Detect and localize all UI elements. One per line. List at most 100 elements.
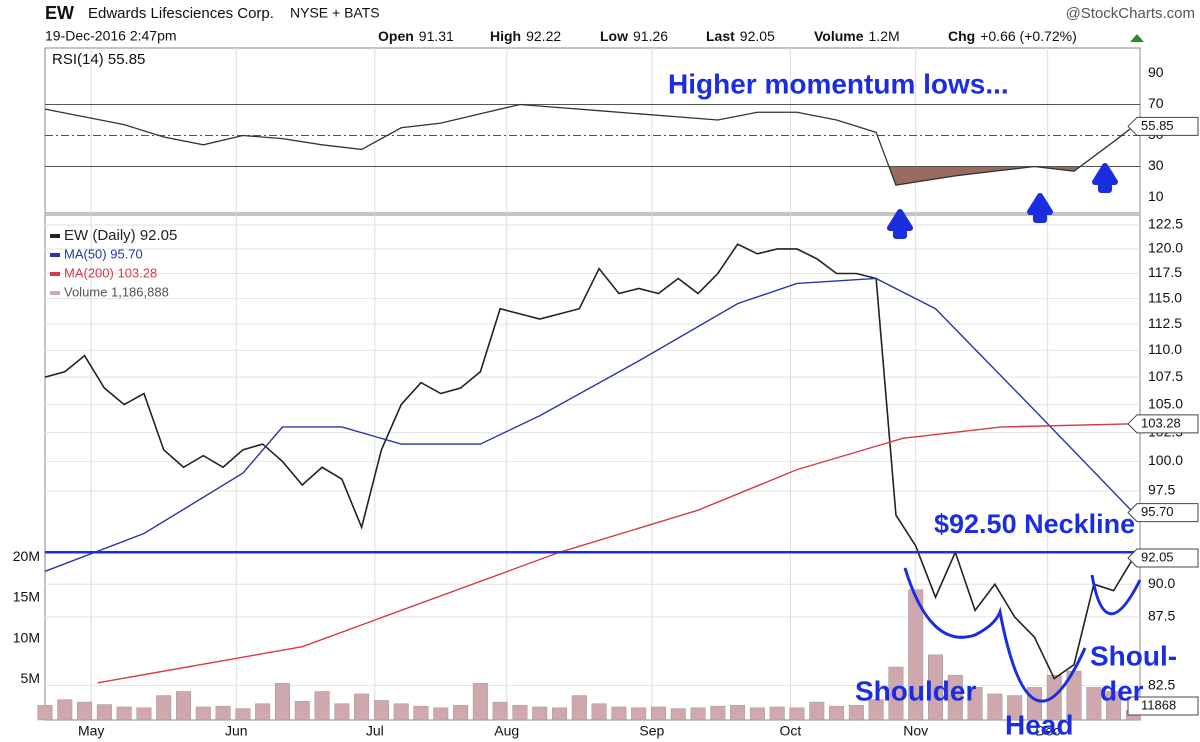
y-tick-label: 115.0 (1148, 289, 1182, 305)
volume-tag: 11868 (1141, 697, 1176, 712)
y2-tick-label: 10M (13, 629, 40, 645)
volume-bar (354, 693, 370, 721)
volume-bar (215, 705, 231, 721)
price-tag-label: 103.28 (1141, 415, 1181, 430)
y-tick-label: 107.5 (1148, 368, 1183, 384)
legend-entry: MA(50) 95.70 (64, 246, 143, 261)
volume-bar (829, 705, 845, 721)
price-tag (1127, 116, 1199, 136)
volume-bar (156, 695, 172, 721)
volume-bar (255, 703, 271, 721)
price-tag (1127, 548, 1199, 568)
pattern-curves (903, 567, 1142, 703)
volume-bar (96, 704, 112, 721)
volume-bar (947, 674, 963, 721)
volume-bar (57, 699, 73, 721)
volume-bar (314, 691, 330, 721)
up-marker (1130, 34, 1144, 42)
company-name: Edwards Lifesciences Corp. (88, 5, 274, 22)
volume-bar (373, 700, 389, 721)
y-tick-label: 105.0 (1148, 395, 1183, 411)
legend-entry: MA(200) 103.28 (64, 265, 157, 280)
volume-bar (433, 707, 449, 721)
volume-bar (650, 706, 666, 721)
y-tick-label: 110.0 (1148, 341, 1182, 357)
volume-bar (512, 705, 528, 721)
y-tick-label: 122.5 (1148, 216, 1183, 232)
source: @StockCharts.com (1066, 5, 1195, 22)
volume-bar (908, 589, 924, 721)
x-tick-label: Dec (1035, 723, 1060, 739)
volume-bar (730, 705, 746, 721)
volume-bar (967, 687, 983, 721)
y-tick-label: 30 (1148, 157, 1164, 173)
volume-bar (769, 706, 785, 721)
legend-entry: EW (Daily) 92.05 (64, 227, 177, 244)
volume-bar (710, 705, 726, 721)
x-tick-label: Jul (366, 723, 384, 739)
annotation: Shoul- (1090, 640, 1177, 671)
volume-bar (749, 707, 765, 721)
annotation: Head (1005, 709, 1073, 740)
volume-bar (789, 707, 805, 721)
annotation: der (1100, 675, 1144, 706)
volume-bar (472, 683, 488, 721)
price-tag (1127, 414, 1199, 434)
legend-swatch (50, 234, 60, 238)
volume-bar (37, 705, 53, 721)
moving-average (44, 277, 1134, 572)
quote-value: 91.26 (633, 28, 668, 44)
quote-item: Open 91.31 (378, 28, 454, 44)
volume-bar (848, 705, 864, 721)
volume-bar (868, 699, 884, 721)
volume-bar (1106, 691, 1122, 721)
quote-value: 91.31 (419, 28, 454, 44)
x-tick-label: Nov (903, 723, 928, 739)
volume-tag-box (1127, 696, 1199, 716)
volume-bar (334, 703, 350, 721)
price-layer: May Jun Jul Aug Sep Oct Nov Dec 82.5 87.5 90.0 97.5… (13, 215, 1199, 739)
quote-label: Chg (948, 28, 975, 44)
quote-label: Low (600, 28, 628, 44)
price-tag (1127, 503, 1199, 523)
annotation: Higher momentum lows... (668, 68, 1009, 99)
quote-label: Last (706, 28, 735, 44)
arrows (887, 163, 1118, 239)
y-tick-label: 87.5 (1148, 608, 1175, 624)
volume-bar (274, 683, 290, 721)
volume-bar (591, 703, 607, 721)
quote-item: Chg +0.66 (+0.72%) (948, 28, 1077, 44)
y-tick-label: 10 (1148, 188, 1164, 204)
y-tick-label: 90 (1148, 64, 1164, 80)
date: 19-Dec-2016 2:47pm (45, 28, 177, 44)
volume-bar (987, 693, 1003, 721)
moving-average (97, 423, 1134, 684)
volume-bar (393, 703, 409, 721)
quote-item: Last 92.05 (706, 28, 775, 44)
y-tick-label: 117.5 (1148, 264, 1182, 280)
quote-value: 92.22 (526, 28, 561, 44)
volume-bar (294, 701, 310, 721)
annotations: Higher momentum lows... $92.50 Neckline … (668, 68, 1177, 740)
volume-bar (235, 708, 251, 721)
header: EW Edwards Lifesciences Corp. NYSE + BAT… (45, 3, 1195, 44)
panel-title: RSI(14) 55.85 (52, 51, 145, 68)
volume-bar (611, 706, 627, 721)
volume-bar (1007, 695, 1023, 721)
oversold-fill (45, 166, 1134, 186)
quote-item: Low 91.26 (600, 28, 668, 44)
y-tick-label: 120.0 (1148, 240, 1183, 256)
volume-bar (453, 705, 469, 721)
annotation: $92.50 Neckline (934, 509, 1135, 539)
quote-label: Volume (814, 28, 864, 44)
quote-value: +0.66 (+0.72%) (980, 28, 1077, 44)
symbol: EW (45, 3, 74, 23)
annotation: Shoulder (855, 675, 976, 706)
volume-bar (690, 707, 706, 721)
price-tag-label: 92.05 (1141, 549, 1174, 564)
legend-swatch (50, 291, 60, 295)
legend-swatch (50, 272, 60, 276)
volume-bar (1086, 687, 1102, 721)
